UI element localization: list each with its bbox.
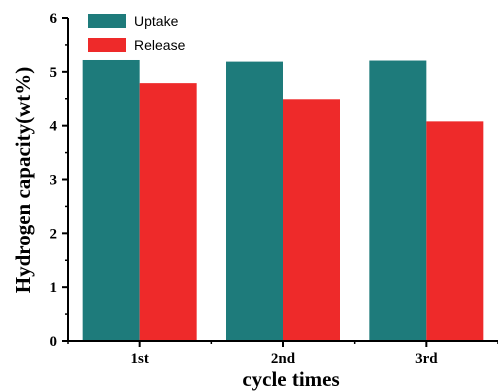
legend-swatch-uptake [88,14,126,28]
legend: Uptake Release [88,13,186,53]
bar-release-3rd [426,121,484,341]
x-tick-label: 1st [130,351,148,367]
y-tick-label: 4 [50,119,58,135]
x-ticks-group: 1st 2nd 3rd [67,341,498,367]
y-ticks-group: 0 1 2 3 4 5 6 [50,11,68,350]
y-tick-label: 2 [50,226,58,242]
y-tick-label: 0 [50,334,58,350]
x-tick-label: 3rd [415,351,438,367]
bar-uptake-1st [82,59,140,342]
bar-uptake-2nd [226,61,283,341]
x-axis-title: cycle times [242,367,339,391]
x-tick-label: 2nd [271,351,296,367]
y-tick-label: 3 [50,173,58,189]
y-tick-label: 6 [50,11,58,27]
y-tick-label: 1 [50,280,58,296]
y-axis-title: Hydrogen capacity(wt%) [11,67,35,294]
bar-release-2nd [283,99,340,341]
legend-label-release: Release [134,37,186,53]
bar-uptake-3rd [369,60,427,342]
legend-label-uptake: Uptake [134,13,179,29]
bars-group [82,59,484,342]
bar-release-1st [139,83,197,341]
y-tick-label: 5 [50,65,58,81]
legend-swatch-release [88,38,126,52]
